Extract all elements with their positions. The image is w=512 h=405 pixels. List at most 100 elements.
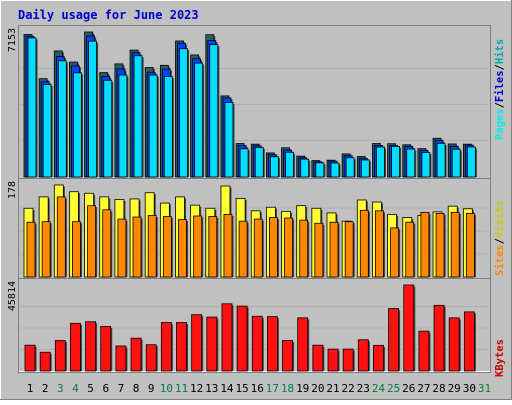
day-label-6: 6 [102,382,109,395]
bar-kbytes-day-22 [342,348,354,372]
bar-kbytes-day-8 [130,337,142,372]
bar-kbytes-day-14 [221,303,233,372]
bar-pages-day-14 [224,102,234,178]
series-sites [26,196,476,278]
bar-pages-day-20 [315,162,325,178]
bar-pages-day-21 [330,162,340,178]
bar-pages-day-13 [209,44,219,178]
bar-kbytes-day-9 [145,344,157,372]
bar-pages-day-7 [118,74,128,178]
bar-pages-day-8 [133,55,143,178]
bar-kbytes-day-1 [24,344,36,372]
series-pages [27,37,477,178]
bar-pages-day-23 [360,159,370,178]
day-labels: 1 2 3 4 5 6 7 8 9 10 11 12 13 14 15 16 17 18 19 20 21 22 23 24 2… [27,382,491,395]
series-kbytes [24,284,476,372]
bar-kbytes-day-24 [373,344,384,372]
bar-kbytes-day-5 [85,321,96,372]
day-label-28: 28 [432,382,445,395]
bar-sites-day-6 [102,209,112,278]
bar-kbytes-day-19 [297,317,309,372]
bar-sites-day-16 [253,218,263,278]
bar-kbytes-day-29 [448,317,460,372]
day-label-23: 23 [357,382,370,395]
bar-sites-day-26 [405,221,415,278]
bar-kbytes-day-11 [176,322,187,372]
day-label-7: 7 [118,382,125,395]
day-label-11: 11 [175,382,188,395]
bar-kbytes-day-25 [388,308,400,372]
chart-panels: 7153 178 45814 [7,28,490,372]
legend-pages: Pages [494,108,506,140]
legend-hits-files-pages: Pages/Files/Hits [494,39,506,140]
bar-pages-day-25 [391,145,401,178]
bar-kbytes-day-10 [160,322,172,372]
day-label-29: 29 [448,382,461,395]
day-label-20: 20 [311,382,324,395]
bar-sites-day-8 [132,216,142,278]
bar-sites-day-27 [420,211,430,278]
bar-sites-day-15 [238,220,248,278]
day-label-16: 16 [251,382,264,395]
day-label-10: 10 [160,382,173,395]
bar-kbytes-day-26 [403,284,415,372]
day-label-18: 18 [281,382,294,395]
day-label-8: 8 [133,382,140,395]
panel-max-label: 7153 [7,28,18,52]
bar-pages-day-18 [285,151,294,178]
day-label-19: 19 [296,382,309,395]
day-label-2: 2 [42,382,49,395]
bar-pages-day-29 [451,148,461,178]
legend-visits-sites: Sites/Visits [494,200,506,276]
bar-pages-day-4 [73,72,82,178]
legend-hits: Hits [494,39,506,64]
day-label-27: 27 [417,382,430,395]
bar-kbytes-day-28 [433,304,445,372]
bar-sites-day-21 [329,221,339,278]
bar-sites-day-17 [268,217,278,278]
bar-pages-day-2 [42,84,52,178]
bar-pages-day-9 [148,74,158,178]
day-label-30: 30 [463,382,476,395]
day-label-15: 15 [235,382,248,395]
day-label-17: 17 [266,382,279,395]
legend-kbytes: KBytes [494,339,506,377]
day-label-25: 25 [387,382,400,395]
legend-visits: Visits [494,200,506,238]
bar-pages-day-30 [466,146,476,178]
bar-sites-day-25 [390,227,400,278]
bar-sites-day-1 [26,221,36,278]
bar-kbytes-day-15 [236,305,248,372]
bar-sites-day-5 [87,205,96,278]
bar-sites-day-9 [147,215,157,278]
bar-sites-day-18 [284,217,293,278]
day-label-9: 9 [148,382,155,395]
bar-pages-day-17 [269,156,279,178]
bar-kbytes-day-18 [282,340,293,372]
bar-kbytes-day-3 [54,340,66,372]
bar-kbytes-day-2 [39,351,51,372]
panel-visits-sites: 178 [7,181,490,279]
bar-sites-day-19 [299,219,309,278]
day-label-5: 5 [87,382,94,395]
legend-kbytes: KBytes [494,339,506,377]
legend-separator: / [494,64,506,70]
bar-pages-day-12 [194,62,204,178]
bar-kbytes-day-12 [191,314,203,372]
bar-sites-day-29 [450,211,460,278]
bar-pages-day-26 [406,148,416,178]
bar-kbytes-day-6 [100,326,112,372]
day-label-3: 3 [57,382,64,395]
bar-pages-day-5 [88,40,97,178]
bar-pages-day-11 [179,48,188,178]
panel-kbytes: 45814 [7,281,488,372]
bar-kbytes-day-17 [266,316,278,372]
bar-kbytes-day-30 [463,311,475,372]
bar-kbytes-day-27 [418,330,430,372]
bar-pages-day-24 [376,146,385,178]
bar-pages-day-19 [300,158,310,178]
bar-sites-day-4 [72,221,81,278]
bar-sites-day-28 [435,213,445,278]
